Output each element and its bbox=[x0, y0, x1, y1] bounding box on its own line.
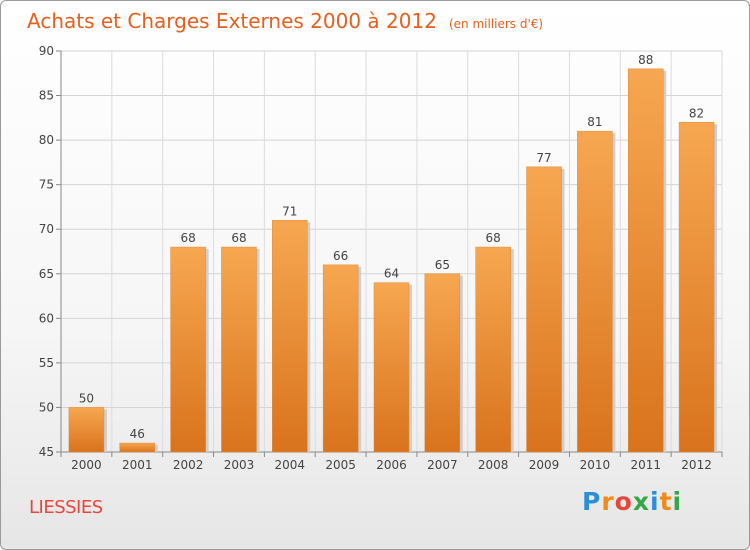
bars bbox=[68, 68, 718, 453]
bar-2006 bbox=[373, 282, 410, 453]
y-tick-label: 75 bbox=[39, 178, 54, 192]
x-tick-label-2005: 2005 bbox=[325, 458, 356, 472]
chart-title: Achats et Charges Externes 2000 à 2012 (e… bbox=[27, 9, 543, 33]
data-label-2003: 68 bbox=[231, 231, 246, 245]
data-label-2009: 77 bbox=[536, 151, 551, 165]
data-label-2007: 65 bbox=[435, 258, 450, 272]
y-tick-label: 85 bbox=[39, 89, 54, 103]
data-label-2010: 81 bbox=[587, 115, 602, 129]
data-label-2008: 68 bbox=[486, 231, 501, 245]
bar-2000 bbox=[68, 407, 105, 453]
x-tick-label-2004: 2004 bbox=[275, 458, 306, 472]
x-tick-label-2006: 2006 bbox=[376, 458, 407, 472]
bar-2001 bbox=[119, 442, 156, 453]
x-tick-label-2009: 2009 bbox=[529, 458, 560, 472]
y-tick-label: 50 bbox=[39, 400, 54, 414]
x-tick-label-2010: 2010 bbox=[580, 458, 611, 472]
y-tick-label: 80 bbox=[39, 133, 54, 147]
x-tick-label-2003: 2003 bbox=[224, 458, 255, 472]
x-tick-label-2000: 2000 bbox=[71, 458, 102, 472]
data-label-2005: 66 bbox=[333, 249, 348, 263]
data-label-2002: 68 bbox=[180, 231, 195, 245]
bar-2004 bbox=[272, 220, 308, 453]
x-tick-label-2008: 2008 bbox=[478, 458, 509, 472]
data-label-2012: 82 bbox=[689, 106, 704, 120]
data-label-2001: 46 bbox=[130, 427, 145, 441]
y-tick-label: 45 bbox=[39, 445, 54, 459]
bar-2008 bbox=[475, 246, 511, 453]
x-tick-label-2011: 2011 bbox=[630, 458, 661, 472]
chart-unit-label: (en milliers d'€) bbox=[448, 17, 544, 31]
bar-2007 bbox=[424, 273, 461, 453]
x-tick-label-2012: 2012 bbox=[681, 458, 712, 472]
x-tick-label-2002: 2002 bbox=[173, 458, 204, 472]
bar-2009 bbox=[526, 166, 562, 453]
y-tick-label: 70 bbox=[39, 222, 54, 236]
y-tick-label: 60 bbox=[39, 311, 54, 325]
x-tick-label-2007: 2007 bbox=[427, 458, 458, 472]
data-label-2000: 50 bbox=[79, 391, 94, 405]
y-tick-label: 90 bbox=[39, 44, 54, 58]
proxiti-logo: Proxiti bbox=[582, 487, 683, 516]
data-label-2006: 64 bbox=[384, 267, 399, 281]
bar-2011 bbox=[627, 68, 664, 453]
y-tick-label: 65 bbox=[39, 267, 54, 281]
chart-title-text: Achats et Charges Externes 2000 à 2012 bbox=[27, 9, 437, 33]
bar-2003 bbox=[221, 246, 257, 453]
data-label-2004: 71 bbox=[282, 204, 297, 218]
bar-2012 bbox=[678, 122, 715, 453]
x-tick-label-2001: 2001 bbox=[122, 458, 153, 472]
data-label-2011: 88 bbox=[638, 53, 653, 67]
data-labels: 50 2000 46 2001 68 2002 68 2003 71 2004 66 2005 64 20… bbox=[71, 53, 712, 472]
place-name: LIESSIES bbox=[29, 497, 103, 518]
y-tick-label: 55 bbox=[39, 356, 54, 370]
bar-2005 bbox=[322, 264, 359, 453]
bar-2002 bbox=[170, 246, 206, 453]
bar-2010 bbox=[577, 130, 613, 453]
